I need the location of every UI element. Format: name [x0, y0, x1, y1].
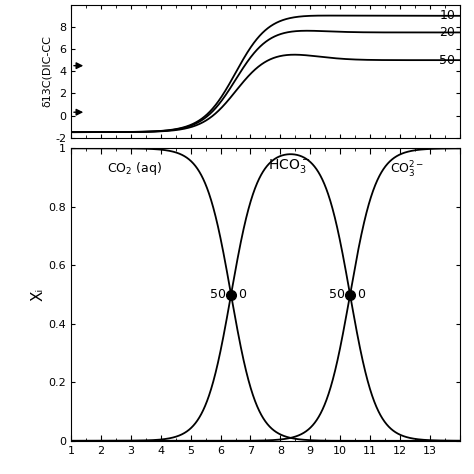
Text: 20: 20: [439, 26, 456, 39]
Y-axis label: δ13C(DIC-CC: δ13C(DIC-CC: [42, 35, 52, 107]
Text: CO$_3^{2-}$: CO$_3^{2-}$: [390, 160, 424, 180]
Text: 50: 50: [439, 54, 456, 67]
Text: 10: 10: [439, 9, 456, 22]
Text: HCO$_3^-$: HCO$_3^-$: [268, 157, 310, 175]
Text: 0: 0: [237, 288, 246, 301]
Y-axis label: Xᵢ: Xᵢ: [31, 288, 46, 301]
Text: CO$_2$ (aq): CO$_2$ (aq): [107, 160, 162, 177]
Text: 50: 50: [210, 288, 226, 301]
Text: 0: 0: [356, 288, 365, 301]
Text: 50: 50: [328, 288, 345, 301]
